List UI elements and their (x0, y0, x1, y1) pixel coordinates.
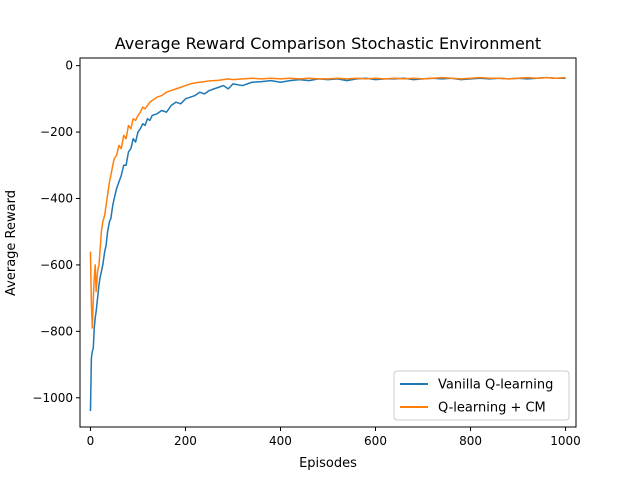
y-tick-label: −800 (40, 324, 73, 338)
x-tick-label: 1000 (550, 434, 581, 448)
x-tick-label: 600 (364, 434, 387, 448)
plot-frame (79, 57, 577, 428)
legend-label-vanilla-q-learning: Vanilla Q-learning (438, 378, 553, 393)
legend-label-q-learning-cm: Q-learning + CM (438, 401, 546, 416)
x-axis-label: Episodes (299, 456, 357, 471)
y-tick-label: −400 (40, 191, 73, 205)
y-axis-ticks: 0 −200 −400 −600 −800 −1000 (32, 59, 80, 405)
y-tick-label: −600 (40, 258, 73, 272)
x-tick-label: 0 (87, 434, 95, 448)
plot-lines (89, 76, 566, 412)
y-tick-label: −1000 (32, 391, 73, 405)
y-tick-label: −200 (40, 125, 73, 139)
legend: Vanilla Q-learning Q-learning + CM (393, 370, 570, 421)
series-line-q-learning-cm (89, 76, 566, 329)
x-tick-label: 200 (174, 434, 197, 448)
y-axis-label: Average Reward (4, 190, 19, 296)
x-axis-ticks: 0 200 400 600 800 1000 (87, 427, 581, 448)
x-tick-label: 400 (269, 434, 292, 448)
y-tick-label: 0 (65, 59, 73, 73)
x-tick-label: 800 (459, 434, 482, 448)
legend-box (393, 370, 570, 421)
chart-title: Average Reward Comparison Stochastic Env… (115, 34, 541, 53)
